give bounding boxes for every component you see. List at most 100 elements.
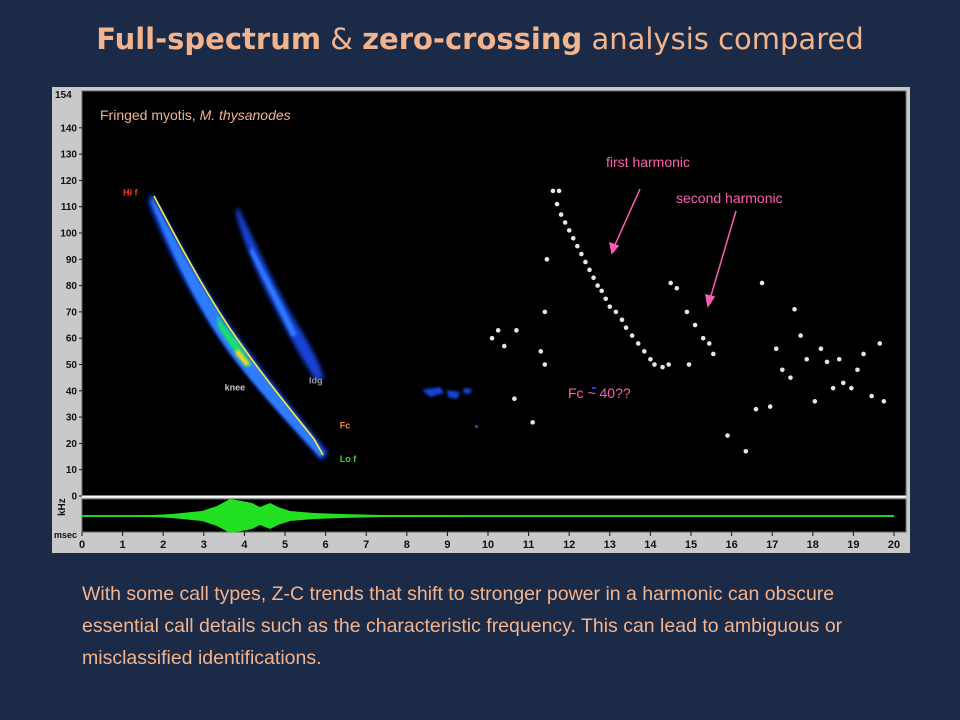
x-tick-label: 9: [444, 539, 450, 551]
zc-dot: [767, 404, 773, 409]
zc-dot: [619, 317, 625, 323]
x-tick-label: 20: [888, 539, 900, 551]
x-tick-label: 7: [363, 539, 369, 551]
zc-dot: [556, 188, 562, 194]
zc-dot: [642, 349, 647, 354]
zc-dot: [550, 188, 556, 194]
x-tick-label: 13: [604, 539, 616, 551]
zc-dot: [648, 356, 653, 362]
y-tick-label: 60: [66, 334, 78, 345]
zc-dot: [591, 275, 596, 281]
y-tick-label: 90: [66, 255, 78, 266]
zc-dot: [684, 309, 690, 315]
zc-dot: [686, 362, 692, 367]
y-tick-label: 0: [71, 492, 77, 503]
x-tick-label: 0: [79, 539, 85, 551]
title-part-analysis-compared: analysis compared: [582, 22, 864, 56]
species-label-italic: M. thysanodes: [200, 107, 291, 123]
noise-blob: [422, 387, 444, 397]
zc-dot: [613, 309, 619, 315]
zc-dot: [623, 325, 629, 330]
zc-dot: [798, 333, 803, 338]
x-tick-label: 17: [766, 539, 778, 551]
zc-dot: [773, 346, 779, 352]
x-tick-label: 19: [847, 539, 859, 551]
zc-dot: [562, 220, 568, 225]
zc-dot: [700, 335, 706, 341]
x-tick-label: 11: [523, 539, 535, 551]
x-tick-label: 1: [120, 539, 126, 551]
zc-dot: [514, 328, 519, 333]
y-tick-label: 130: [60, 150, 77, 161]
caption-text: With some call types, Z-C trends that sh…: [82, 583, 843, 669]
x-tick-label: 2: [160, 539, 166, 551]
zc-dot: [725, 433, 730, 438]
y-tick-label: 40: [66, 386, 78, 397]
zc-dot: [652, 362, 657, 367]
zc-dot: [583, 259, 588, 265]
x-tick-label: 6: [323, 539, 329, 551]
call-marker-label: Hi f: [123, 188, 139, 198]
x-axis: 0 1 2 3 4 5 6 7 8 9 10 11 12 13 14 15 16 17 18 19 20: [79, 532, 900, 551]
arrow-second-harmonic: [709, 210, 737, 300]
zc-dot: [711, 351, 716, 357]
plot-area: [81, 90, 907, 497]
zc-dot: [668, 280, 673, 286]
zc-dot: [792, 306, 797, 312]
annotation-first-harmonic: first harmonic: [606, 154, 690, 170]
y-tick-label: 110: [61, 202, 78, 213]
noise-blob: [592, 387, 596, 389]
zero-crossing-dots: [489, 188, 887, 454]
zc-dot: [804, 356, 810, 362]
zc-dot: [542, 309, 548, 315]
zc-dot: [575, 243, 580, 249]
zc-dot: [818, 346, 824, 352]
zc-dot: [629, 333, 635, 338]
zc-dot: [489, 335, 495, 341]
zc-dot: [495, 328, 501, 333]
zc-dot: [554, 201, 560, 207]
zc-dot: [759, 280, 765, 286]
call-marker-label: Lo f: [340, 454, 357, 464]
zc-dot: [538, 349, 544, 354]
y-axis: 0 10 20 30 40 50 60 70 80 90 100 110 120 130 140: [60, 123, 82, 503]
annotation-arrows: [608, 188, 737, 308]
y-tick-label: 70: [66, 307, 78, 318]
zc-dot: [660, 364, 665, 370]
slide-title: Full-spectrum & zero-crossing analysis c…: [0, 22, 960, 56]
y-tick-label: 30: [66, 413, 78, 424]
x-tick-label: 5: [282, 539, 288, 551]
y-tick-label: 20: [66, 439, 78, 450]
call-marker-label: Fc: [340, 420, 351, 430]
zc-dot: [587, 267, 592, 273]
zc-dot: [692, 322, 698, 328]
zc-dot: [512, 396, 517, 401]
species-label-prefix: Fringed myotis,: [100, 107, 200, 123]
zc-dot: [812, 399, 818, 404]
zc-dot: [674, 285, 680, 291]
call-second-harmonic-energy: [236, 207, 324, 379]
arrowhead-first-harmonic: [608, 241, 620, 255]
annotation-second-harmonic: second harmonic: [676, 190, 783, 206]
y-tick-label: 50: [66, 360, 78, 371]
zc-dot: [861, 351, 866, 357]
full-spectrum-call: [148, 193, 596, 461]
zc-dot: [836, 356, 842, 362]
zc-dot: [566, 228, 572, 233]
species-label: Fringed myotis, M. thysanodes: [100, 107, 291, 123]
zc-dot: [877, 341, 883, 346]
zc-dot: [830, 385, 836, 391]
noise-blob: [447, 390, 460, 399]
zc-dot: [706, 341, 712, 346]
x-tick-label: 15: [685, 539, 697, 551]
y-tick-label: 80: [66, 281, 78, 292]
call-peak-energy: [217, 315, 252, 367]
zc-dot: [570, 235, 576, 241]
zc-dot: [635, 341, 641, 346]
zc-dot: [542, 362, 548, 367]
title-part-zero-crossing: zero-crossing: [362, 22, 583, 56]
zc-dot: [579, 251, 584, 257]
zc-dot: [666, 362, 671, 367]
x-tick-label: 18: [807, 539, 819, 551]
y-tick-label: 10: [66, 465, 78, 476]
